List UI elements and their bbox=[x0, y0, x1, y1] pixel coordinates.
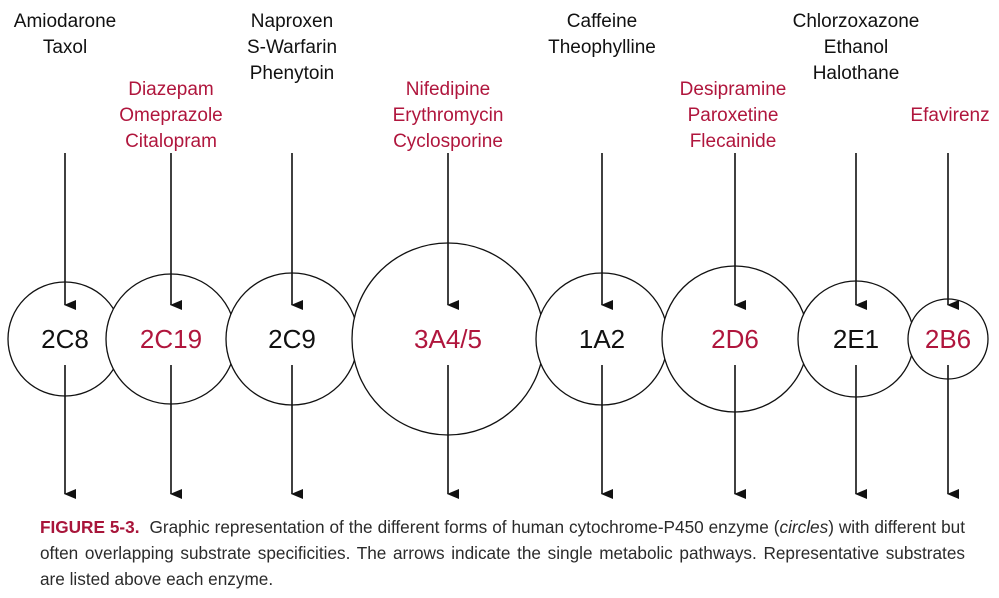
substrate-label: Efavirenz bbox=[910, 105, 989, 126]
figure-caption: FIGURE 5-3. Graphic representation of the… bbox=[40, 514, 965, 592]
caption-text-1: Graphic representation of the different … bbox=[149, 517, 780, 537]
enzyme-label-2e1: 2E1 bbox=[833, 324, 879, 354]
substrate-label: Halothane bbox=[813, 63, 900, 84]
substrate-label: Cyclosporine bbox=[393, 131, 503, 152]
cyp450-diagram: 2C8 2C19 2C9 3A4/5 1A2 2D6 2E1 2B6 Amiodarone Ta… bbox=[7, 11, 990, 499]
pathway-arrows bbox=[64, 153, 959, 499]
substrate-label: Omeprazole bbox=[119, 105, 223, 126]
substrate-label: Nifedipine bbox=[406, 79, 491, 100]
substrate-label: Desipramine bbox=[680, 79, 787, 100]
enzyme-labels: 2C8 2C19 2C9 3A4/5 1A2 2D6 2E1 2B6 bbox=[41, 324, 971, 354]
caption-text-2: ) with different but often overlapping s… bbox=[40, 517, 965, 589]
enzyme-label-2d6: 2D6 bbox=[711, 324, 759, 354]
caption-italic-word: circles bbox=[779, 517, 829, 537]
substrate-label: Erythromycin bbox=[393, 105, 504, 126]
substrate-label: Naproxen bbox=[251, 11, 333, 32]
substrate-label: Paroxetine bbox=[688, 105, 779, 126]
enzyme-label-3a4-5: 3A4/5 bbox=[414, 324, 482, 354]
substrate-label: Chlorzoxazone bbox=[793, 11, 920, 32]
substrate-label: Diazepam bbox=[128, 79, 214, 100]
substrate-label: Flecainide bbox=[690, 131, 777, 152]
enzyme-label-2b6: 2B6 bbox=[925, 324, 971, 354]
substrate-label: Citalopram bbox=[125, 131, 217, 152]
enzyme-label-2c8: 2C8 bbox=[41, 324, 89, 354]
substrate-label: Taxol bbox=[43, 37, 87, 58]
substrate-label: S-Warfarin bbox=[247, 37, 337, 58]
substrate-label: Caffeine bbox=[567, 11, 637, 32]
enzyme-label-2c9: 2C9 bbox=[268, 324, 316, 354]
substrate-lists: Amiodarone Taxol Diazepam Omeprazole Citalop… bbox=[14, 11, 990, 152]
enzyme-label-1a2: 1A2 bbox=[579, 324, 625, 354]
enzyme-label-2c19: 2C19 bbox=[140, 324, 202, 354]
substrate-label: Phenytoin bbox=[250, 63, 335, 84]
substrate-label: Theophylline bbox=[548, 37, 656, 58]
substrate-label: Ethanol bbox=[824, 37, 888, 58]
figure-label: FIGURE 5-3. bbox=[40, 517, 140, 537]
enzyme-circles bbox=[7, 242, 989, 436]
substrate-label: Amiodarone bbox=[14, 11, 116, 32]
